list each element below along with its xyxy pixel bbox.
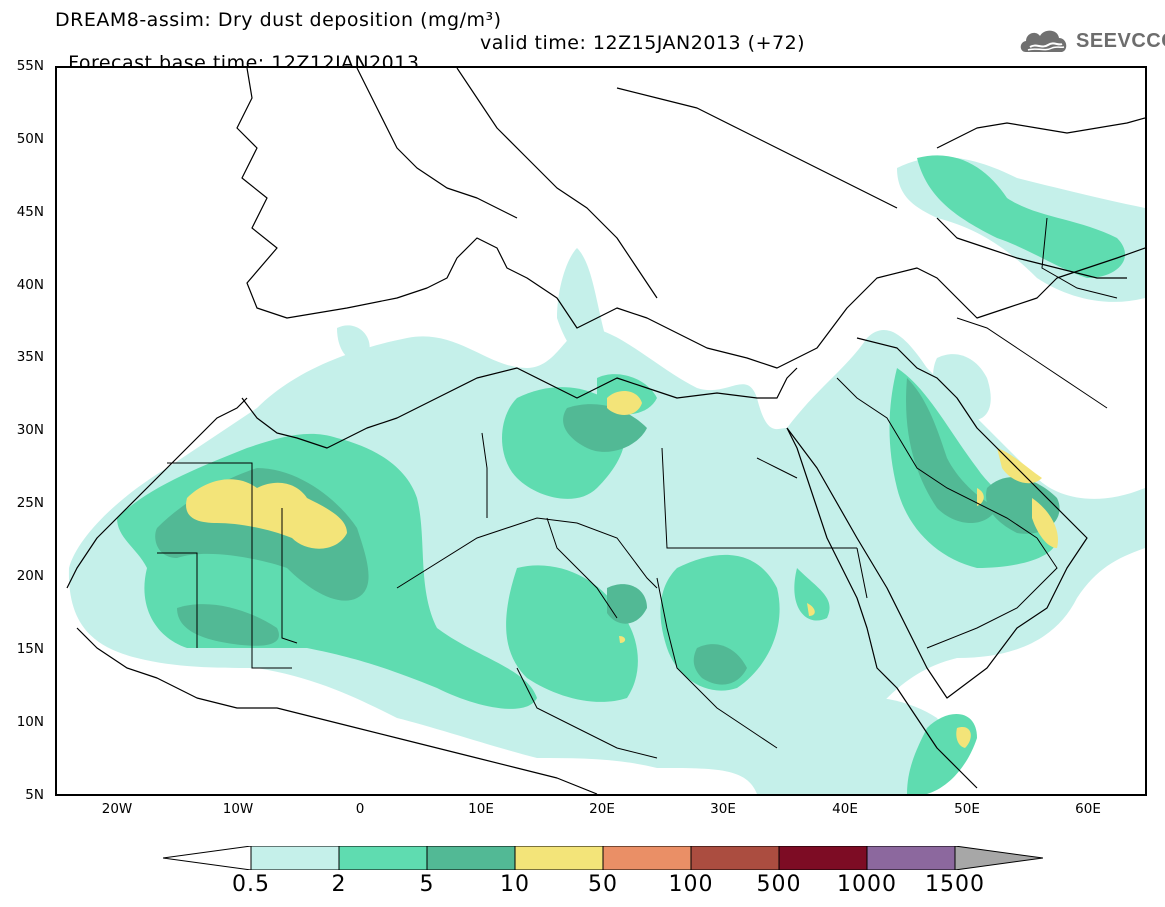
lat-label: 40N xyxy=(16,277,44,293)
lon-label: 10W xyxy=(222,801,254,817)
colorbar-label: 1500 xyxy=(925,872,985,897)
lon-label: 60E xyxy=(1075,801,1101,817)
logo-text: SEEVCCC xyxy=(1076,30,1165,52)
colorbar-over-triangle xyxy=(954,846,1043,870)
lat-label: 10N xyxy=(16,714,44,730)
colorbar-segment xyxy=(250,846,340,870)
lat-label: 15N xyxy=(16,641,44,657)
lat-label: 5N xyxy=(25,787,44,803)
lat-label: 25N xyxy=(16,495,44,511)
lat-label: 20N xyxy=(16,568,44,584)
colorbar-label: 500 xyxy=(756,872,802,897)
country-borders xyxy=(157,217,1118,759)
colorbar-under-triangle xyxy=(163,846,252,870)
seevccc-logo: SEEVCCC xyxy=(1018,26,1165,56)
lat-label: 50N xyxy=(16,131,44,147)
colorbar-label: 0.5 xyxy=(232,872,270,897)
lon-label: 20E xyxy=(589,801,615,817)
lon-label: 50E xyxy=(954,801,980,817)
map-canvas xyxy=(66,68,1145,794)
colorbar-segment xyxy=(602,846,692,870)
colorbar-label: 100 xyxy=(668,872,714,897)
dust-deposition-map xyxy=(55,66,1147,796)
colorbar-segment xyxy=(690,846,780,870)
deposition-field-10 xyxy=(186,391,1058,748)
lon-label: 20W xyxy=(101,801,133,817)
colorbar-segment xyxy=(338,846,428,870)
colorbar-label: 1000 xyxy=(837,872,897,897)
valid-time: valid time: 12Z15JAN2013 (+72) xyxy=(480,32,806,54)
colorbar-label: 2 xyxy=(331,872,347,897)
coastlines-and-borders xyxy=(66,68,1145,794)
colorbar-label: 10 xyxy=(500,872,530,897)
colorbar xyxy=(163,846,1043,870)
lat-label: 30N xyxy=(16,422,44,438)
colorbar-segment xyxy=(866,846,956,870)
colorbar-label: 5 xyxy=(419,872,435,897)
lon-label: 10E xyxy=(468,801,494,817)
colorbar-segment xyxy=(778,846,868,870)
lon-label: 30E xyxy=(710,801,736,817)
lat-label: 55N xyxy=(16,58,44,74)
lon-label: 40E xyxy=(832,801,858,817)
colorbar-segment xyxy=(514,846,604,870)
lat-label: 35N xyxy=(16,349,44,365)
map-title: DREAM8-assim: Dry dust deposition (mg/m³… xyxy=(55,9,502,31)
colorbar-label: 50 xyxy=(588,872,618,897)
cloud-icon xyxy=(1020,30,1067,52)
lon-label: 0 xyxy=(355,801,365,817)
lat-label: 45N xyxy=(16,204,44,220)
colorbar-segment xyxy=(426,846,516,870)
